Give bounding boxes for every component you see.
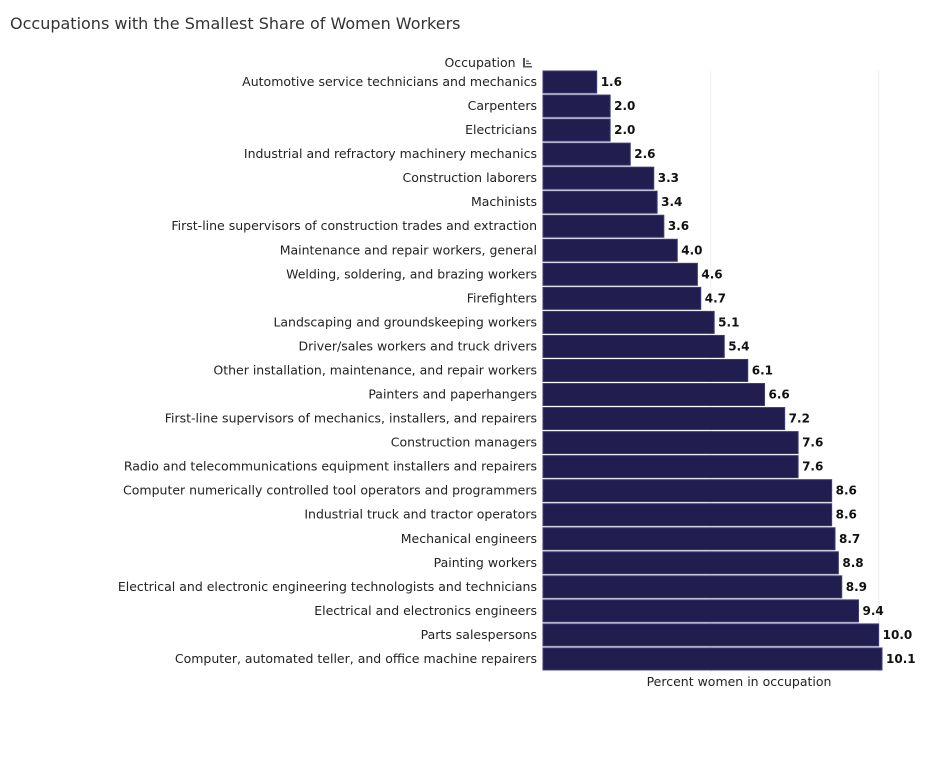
category-label: Welding, soldering, and brazing workers <box>286 266 537 281</box>
category-label: Computer numerically controlled tool ope… <box>123 483 537 498</box>
bar[interactable] <box>542 214 665 238</box>
category-label: Machinists <box>471 194 537 209</box>
bar[interactable] <box>542 190 658 214</box>
bar[interactable] <box>542 383 766 407</box>
bar[interactable] <box>542 70 598 94</box>
category-label: Mechanical engineers <box>401 531 537 546</box>
category-label: Electrical and electronics engineers <box>314 603 537 618</box>
bar[interactable] <box>542 118 611 142</box>
category-label: Painting workers <box>434 555 537 570</box>
category-label: Electricians <box>465 122 537 137</box>
data-label: 7.6 <box>802 436 823 450</box>
data-label: 8.6 <box>836 508 857 522</box>
data-label: 8.7 <box>839 532 860 546</box>
data-label: 2.6 <box>634 147 655 161</box>
bar[interactable] <box>542 647 883 671</box>
bar[interactable] <box>542 94 611 118</box>
data-label: 6.1 <box>752 363 773 377</box>
data-label: 3.3 <box>658 171 679 185</box>
bar[interactable] <box>542 455 799 479</box>
data-label: 8.8 <box>842 556 863 570</box>
data-label: 4.6 <box>701 267 722 281</box>
category-label: Carpenters <box>468 98 537 113</box>
category-label: Maintenance and repair workers, general <box>280 242 537 257</box>
category-label: First-line supervisors of mechanics, ins… <box>165 411 537 426</box>
data-label: 7.6 <box>802 460 823 474</box>
data-label: 5.1 <box>718 315 739 329</box>
bar[interactable] <box>542 575 843 599</box>
category-label: Landscaping and groundskeeping workers <box>273 314 537 329</box>
category-label: Industrial truck and tractor operators <box>304 507 537 522</box>
category-label: Construction laborers <box>403 170 538 185</box>
sort-icon[interactable] <box>523 58 532 68</box>
data-label: 4.0 <box>681 243 702 257</box>
bar[interactable] <box>542 431 799 455</box>
data-label: 9.4 <box>863 604 884 618</box>
bar[interactable] <box>542 623 880 647</box>
data-label: 10.1 <box>886 652 916 666</box>
bar[interactable] <box>542 310 715 334</box>
category-label: Electrical and electronic engineering te… <box>118 579 537 594</box>
category-label: Automotive service technicians and mecha… <box>242 74 537 89</box>
data-label: 5.4 <box>728 339 749 353</box>
data-label: 4.7 <box>705 291 726 305</box>
data-label: 2.0 <box>614 123 635 137</box>
category-label: Radio and telecommunications equipment i… <box>124 459 537 474</box>
bar[interactable] <box>542 599 860 623</box>
bar[interactable] <box>542 238 678 262</box>
y-axis-title: Occupation <box>444 55 515 70</box>
bar[interactable] <box>542 527 836 551</box>
data-label: 3.4 <box>661 195 682 209</box>
bar[interactable] <box>542 166 655 190</box>
bar[interactable] <box>542 358 749 382</box>
data-label: 6.6 <box>769 388 790 402</box>
bar[interactable] <box>542 262 698 286</box>
bar[interactable] <box>542 503 833 527</box>
data-label: 1.6 <box>601 75 622 89</box>
bar[interactable] <box>542 286 702 310</box>
category-label: Parts salespersons <box>421 627 537 642</box>
x-axis-title: Percent women in occupation <box>647 674 832 689</box>
category-label: First-line supervisors of construction t… <box>171 218 537 233</box>
data-label: 10.0 <box>883 628 913 642</box>
category-label: Computer, automated teller, and office m… <box>175 651 537 666</box>
chart-title: Occupations with the Smallest Share of W… <box>10 14 461 33</box>
category-label: Other installation, maintenance, and rep… <box>213 362 537 377</box>
data-label: 8.6 <box>836 484 857 498</box>
category-label: Driver/sales workers and truck drivers <box>299 338 537 353</box>
category-label: Construction managers <box>391 435 537 450</box>
data-label: 3.6 <box>668 219 689 233</box>
bar[interactable] <box>542 407 786 431</box>
category-label: Firefighters <box>467 290 537 305</box>
bar[interactable] <box>542 334 725 358</box>
data-label: 8.9 <box>846 580 867 594</box>
category-label: Industrial and refractory machinery mech… <box>244 146 537 161</box>
data-label: 7.2 <box>789 412 810 426</box>
bar[interactable] <box>542 479 833 503</box>
bar[interactable] <box>542 142 631 166</box>
data-label: 2.0 <box>614 99 635 113</box>
category-label: Painters and paperhangers <box>368 387 537 402</box>
bar[interactable] <box>542 551 839 575</box>
